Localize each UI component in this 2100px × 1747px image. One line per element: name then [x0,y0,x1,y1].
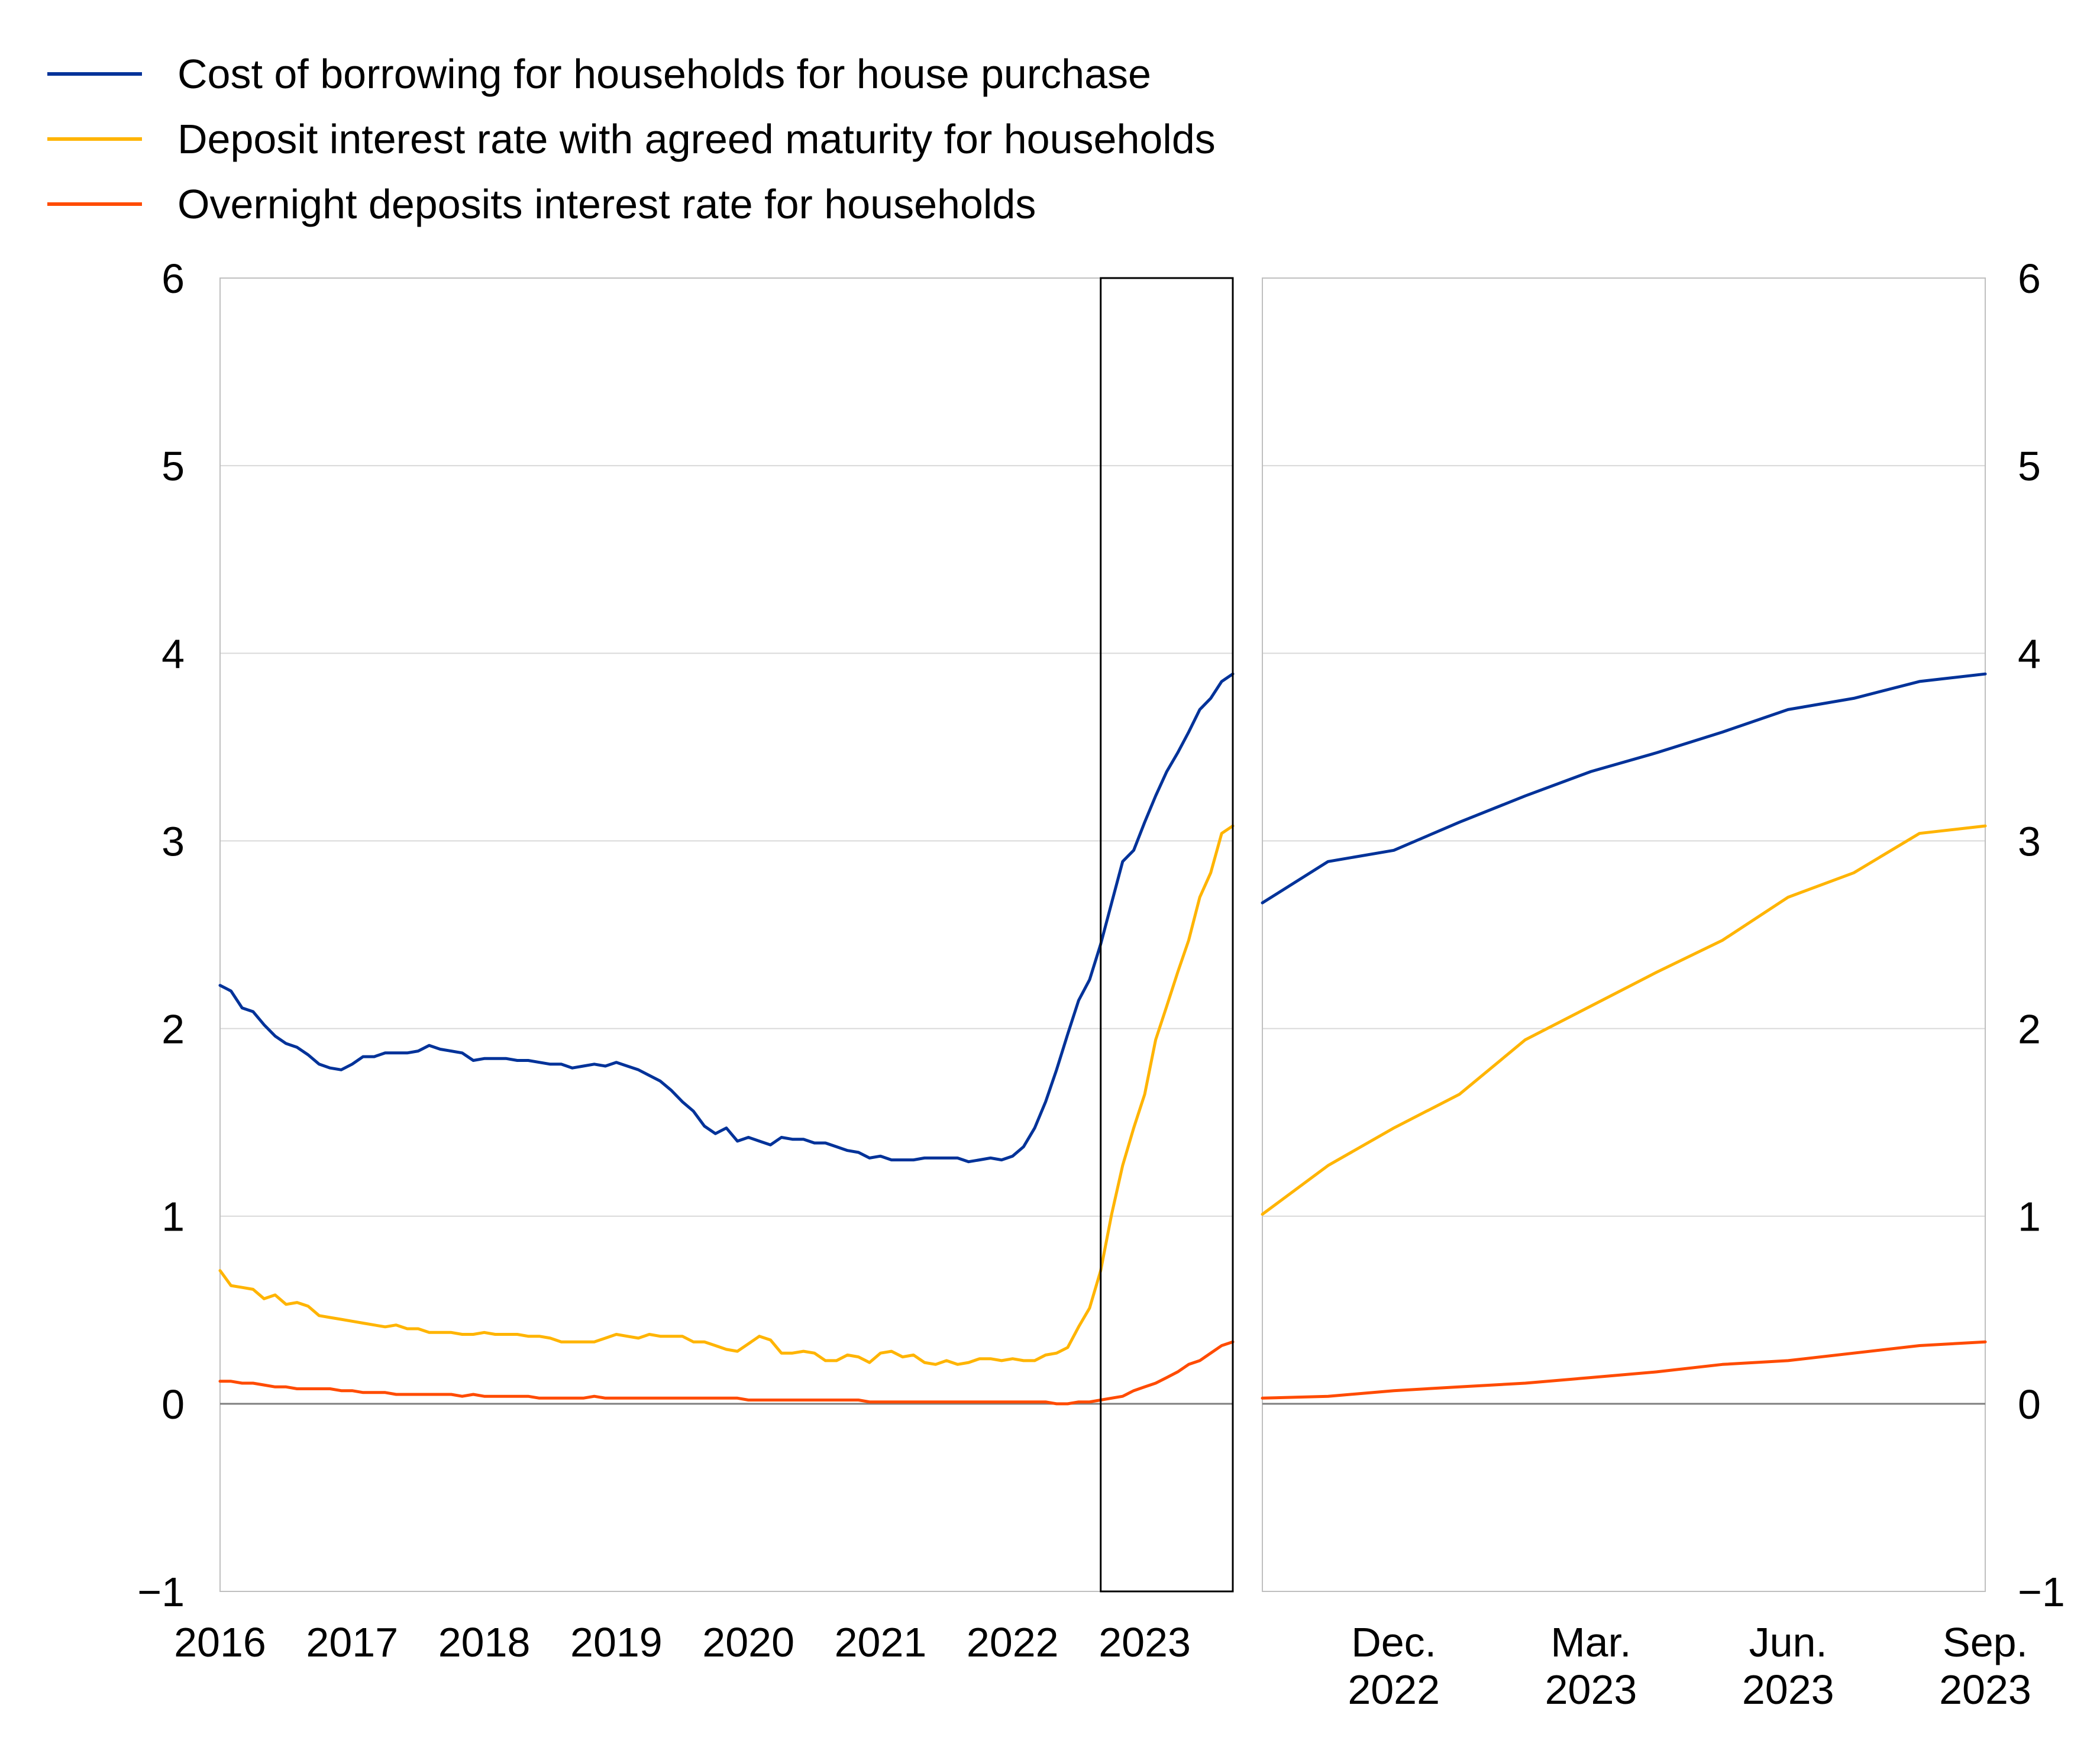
y-tick-label-left: 3 [161,818,185,864]
x-tick-label-year: 2022 [1348,1667,1440,1713]
y-tick-label-left: 0 [161,1381,185,1428]
legend-label-deposit-agreed-maturity: Deposit interest rate with agreed maturi… [177,116,1216,162]
y-tick-label-right: 6 [2018,256,2041,302]
legend-swatch-deposit-agreed-maturity [47,137,142,141]
x-tick-label-left: 2021 [835,1619,927,1665]
x-tick-label-month: Mar. [1550,1619,1631,1665]
right-panel-recent-months: −10123456Dec.2022Mar.2023Jun.2023Sep.202… [1261,256,2065,1713]
x-tick-label-left: 2022 [967,1619,1059,1665]
x-tick-label-left: 2020 [702,1619,794,1665]
series-line-cost-of-borrowing-for-households-for-house-purchase-left [218,672,1235,1164]
x-tick-label-left: 2016 [174,1619,266,1665]
legend: Cost of borrowing for households for hou… [47,41,1216,237]
x-tick-label-month: Sep. [1943,1619,2028,1665]
legend-swatch-cost-of-borrowing [47,72,142,76]
legend-label-overnight-deposits: Overnight deposits interest rate for hou… [177,181,1036,227]
x-tick-label-left: 2017 [306,1619,398,1665]
highlight-box [1100,277,1234,1593]
x-tick-label-month: Jun. [1749,1619,1827,1665]
plot-frame-right [1262,277,1986,1592]
y-tick-label-right: 2 [2018,1006,2041,1052]
legend-item-cost-of-borrowing: Cost of borrowing for households for hou… [47,41,1216,106]
series-line-overnight-deposits-interest-rate-for-households-right [1261,1340,1987,1400]
legend-item-overnight-deposits: Overnight deposits interest rate for hou… [47,172,1216,237]
y-tick-label-right: 1 [2018,1194,2041,1240]
x-tick-label-left: 2019 [570,1619,663,1665]
series-line-overnight-deposits-interest-rate-for-households-left [218,1340,1235,1406]
x-tick-label-year: 2023 [1545,1667,1637,1713]
legend-swatch-overnight-deposits [47,202,142,206]
y-tick-label-right: 5 [2018,443,2041,489]
plot-frame-left [219,277,1233,1592]
y-tick-label-left: 6 [161,256,185,302]
left-panel-long-history: −1 0 1 2 3 4 5 6 2016 2017 2018 2019 2020 2021 2022 202… [137,256,1235,1665]
series-line-deposit-interest-rate-with-agreed-maturity-for-households-right [1261,824,1987,1216]
x-tick-label-year: 2023 [1939,1667,2031,1713]
y-tick-label-right: −1 [2018,1569,2065,1615]
y-tick-label-right: 4 [2018,631,2041,677]
y-tick-label-left: −1 [137,1569,185,1615]
series-line-cost-of-borrowing-for-households-for-house-purchase-right [1261,672,1987,905]
x-tick-label-month: Dec. [1351,1619,1436,1665]
y-tick-label-right: 3 [2018,818,2041,864]
y-tick-label-left: 2 [161,1006,185,1052]
legend-label-cost-of-borrowing: Cost of borrowing for households for hou… [177,51,1151,97]
y-tick-label-right: 0 [2018,1381,2041,1428]
series-line-deposit-interest-rate-with-agreed-maturity-for-households-left [218,824,1235,1366]
x-tick-label-year: 2023 [1742,1667,1834,1713]
y-tick-label-left: 1 [161,1194,185,1240]
x-tick-label-left: 2023 [1099,1619,1191,1665]
y-tick-label-left: 5 [161,443,185,489]
x-tick-label-left: 2018 [438,1619,531,1665]
y-tick-label-left: 4 [161,631,185,677]
legend-item-deposit-agreed-maturity: Deposit interest rate with agreed maturi… [47,106,1216,172]
